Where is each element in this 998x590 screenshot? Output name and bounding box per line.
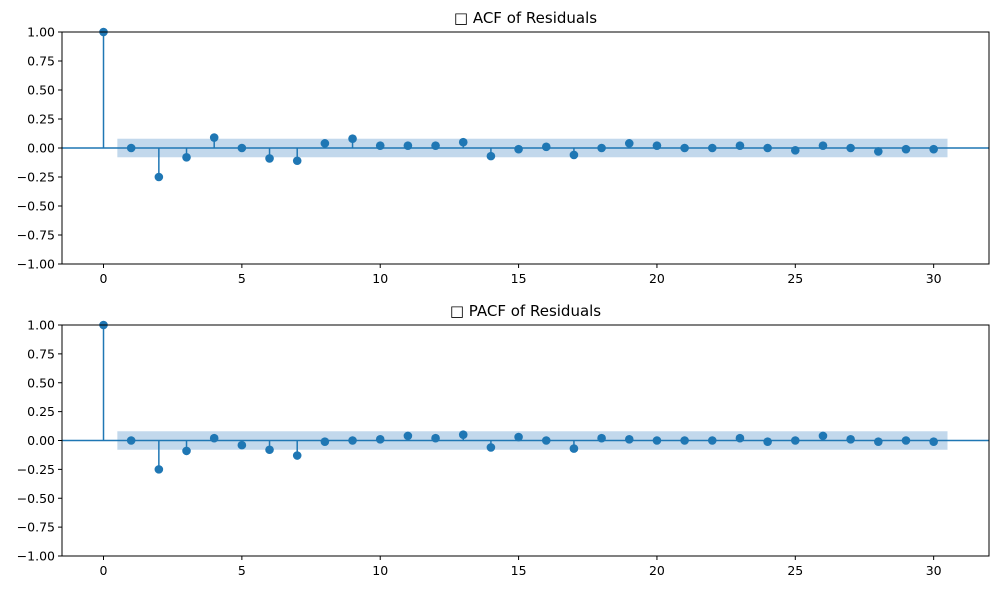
- pacf-marker: [348, 436, 357, 445]
- pacf-ytick-label: 0.00: [27, 433, 55, 448]
- pacf-marker: [846, 435, 855, 444]
- acf-ytick-label: 0.75: [27, 54, 55, 69]
- pacf-marker: [375, 435, 385, 444]
- pacf-marker: [874, 437, 883, 446]
- pacf-xtick-label: 10: [372, 563, 388, 578]
- pacf-marker: [458, 430, 468, 440]
- acf-xtick-label: 30: [926, 271, 942, 286]
- acf-marker: [403, 141, 413, 150]
- acf-ytick-label: −0.75: [17, 228, 55, 243]
- acf-marker: [652, 141, 662, 150]
- pacf-marker: [292, 451, 302, 460]
- acf-marker: [624, 139, 634, 148]
- pacf-ytick-label: 0.75: [27, 346, 55, 361]
- acf-marker: [486, 151, 496, 161]
- pacf-marker: [237, 440, 247, 450]
- acf-marker: [348, 134, 357, 144]
- pacf-xtick-label: 15: [511, 563, 527, 578]
- acf-marker: [182, 152, 191, 162]
- acf-marker: [514, 144, 523, 154]
- pacf-marker: [403, 431, 413, 441]
- pacf-ytick-label: −0.75: [17, 520, 55, 535]
- pacf-marker: [707, 436, 717, 445]
- acf-ytick-label: 0.25: [27, 112, 55, 127]
- pacf-marker: [597, 433, 606, 443]
- acf-marker: [431, 141, 440, 150]
- pacf-xtick-label: 25: [787, 563, 803, 578]
- acf-marker: [320, 139, 330, 148]
- acf-xtick-label: 0: [100, 271, 108, 286]
- acf-marker: [929, 144, 938, 154]
- pacf-chart: −1.00 −0.75 −0.50 −0.25 0.00 0.25 0.50 0.75 1.00…: [17, 302, 990, 578]
- acf-marker: [237, 143, 247, 153]
- pacf-marker: [680, 436, 689, 445]
- pacf-marker: [265, 445, 274, 455]
- pacf-marker: [624, 435, 634, 444]
- pacf-marker: [209, 433, 219, 443]
- acf-marker: [569, 150, 579, 160]
- acf-marker: [735, 141, 745, 150]
- pacf-marker: [818, 431, 828, 441]
- acf-xtick-label: 25: [787, 271, 803, 286]
- pacf-xtick-label: 30: [926, 563, 942, 578]
- acf-marker: [763, 143, 772, 153]
- pacf-ytick-label: 0.25: [27, 404, 55, 419]
- acf-ytick-label: 0.00: [27, 141, 55, 156]
- pacf-marker: [790, 436, 800, 445]
- pacf-ytick-label: 1.00: [27, 318, 55, 333]
- acf-chart: −1.00 −0.75 −0.50 −0.25 0.00 0.25 0.50 0.75 1.00…: [17, 9, 990, 286]
- acf-xtick-label: 5: [238, 271, 246, 286]
- pacf-marker: [486, 443, 496, 452]
- acf-marker: [209, 133, 219, 142]
- acf-marker: [597, 143, 606, 153]
- acf-ytick-label: −1.00: [17, 257, 55, 272]
- acf-xtick-label: 10: [372, 271, 388, 286]
- acf-marker: [846, 143, 855, 153]
- acf-ytick-label: −0.25: [17, 170, 55, 185]
- acf-marker: [818, 141, 828, 150]
- acf-xtick-label: 20: [649, 271, 665, 286]
- pacf-marker: [154, 465, 164, 474]
- pacf-xtick-label: 20: [649, 563, 665, 578]
- pacf-marker: [320, 437, 330, 446]
- pacf-ytick-label: −1.00: [17, 549, 55, 564]
- acf-marker: [874, 147, 883, 156]
- pacf-marker: [929, 437, 938, 446]
- acf-title: □ ACF of Residuals: [454, 9, 597, 27]
- pacf-marker: [182, 446, 191, 456]
- acf-marker: [154, 172, 164, 182]
- pacf-marker: [735, 433, 745, 443]
- acf-marker: [790, 146, 800, 155]
- acf-marker: [375, 141, 385, 150]
- acf-marker: [901, 144, 911, 154]
- pacf-title: □ PACF of Residuals: [450, 302, 601, 320]
- acf-marker: [265, 154, 274, 163]
- acf-marker: [707, 143, 717, 153]
- pacf-marker: [541, 436, 551, 445]
- pacf-ytick-label: 0.50: [27, 375, 55, 390]
- acf-ytick-label: −0.50: [17, 199, 55, 214]
- acf-marker: [126, 143, 136, 153]
- pacf-marker: [569, 444, 579, 453]
- acf-marker: [680, 143, 689, 153]
- pacf-marker: [126, 436, 136, 445]
- acf-ytick-label: 0.50: [27, 83, 55, 98]
- acf-marker: [541, 142, 551, 152]
- pacf-marker: [652, 436, 662, 445]
- pacf-ytick-label: −0.50: [17, 491, 55, 506]
- pacf-ytick-label: −0.25: [17, 462, 55, 477]
- acf-marker: [292, 156, 302, 166]
- pacf-marker: [431, 433, 440, 443]
- acf-marker: [458, 137, 468, 147]
- pacf-marker: [763, 437, 772, 446]
- pacf-xtick-label: 5: [238, 563, 246, 578]
- acf-xtick-label: 15: [511, 271, 527, 286]
- pacf-marker: [901, 436, 911, 445]
- acf-ytick-label: 1.00: [27, 25, 55, 40]
- pacf-xtick-label: 0: [100, 563, 108, 578]
- pacf-marker: [514, 432, 523, 442]
